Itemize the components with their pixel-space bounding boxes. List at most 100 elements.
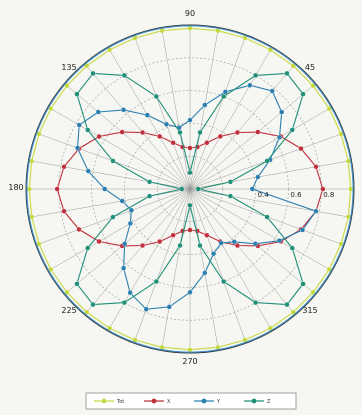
data-point-tot [310,289,316,295]
data-point-y [127,220,133,226]
grid-spoke [189,188,247,344]
data-point-z [90,302,96,308]
data-point-z [253,72,259,78]
grid-spoke [28,188,191,218]
grid-spoke [133,34,191,190]
data-point-tot [84,63,90,69]
grid-spoke [189,188,219,351]
legend-label-z: Z [267,399,271,405]
legend-marker-tot [101,398,107,404]
data-point-y [269,88,275,94]
data-point-x [76,226,82,232]
data-point-x [170,140,176,146]
data-point-z [195,186,201,192]
data-point-z [221,278,227,285]
data-point-tot [348,186,354,192]
grid-spoke [189,160,352,190]
grid-spoke [189,34,247,190]
data-point-x [187,227,193,233]
data-point-y [166,304,172,310]
data-point-z [85,127,91,133]
radial-tick-label: 0.8 [323,191,334,199]
data-point-y [76,122,82,128]
grid-spoke [189,63,296,190]
data-point-z [121,300,127,306]
data-point-tot [187,25,193,31]
data-point-y [255,174,261,180]
grid-spoke [47,188,191,272]
data-point-z [264,158,270,164]
data-point-tot [26,186,32,192]
grid-spoke [84,63,191,190]
angle-label-45: 45 [305,63,315,72]
data-point-y [279,109,285,115]
data-point-x [234,242,240,249]
data-point-z [90,70,96,76]
grid-spoke [161,188,191,351]
grid-spoke [189,46,273,190]
legend-box [85,392,297,410]
data-point-x [320,186,326,192]
data-point-x [140,242,146,249]
legend-marker-y [201,398,207,404]
grid-spoke [133,188,191,344]
grid-spoke [189,83,316,190]
angle-label-225: 225 [61,306,76,315]
legend-marker-z [251,398,257,404]
data-point-tot [290,309,296,315]
grid-spoke [64,83,191,190]
data-point-z [253,300,259,306]
data-point-tot [84,309,90,315]
data-point-z [187,170,193,176]
data-point-z [153,278,159,285]
data-point-x [140,129,146,136]
radial-tick-label: 0.4 [258,191,270,199]
data-point-y [276,134,283,140]
grid-spoke [84,188,191,315]
grid-spoke [189,188,352,218]
data-point-y [122,241,128,247]
data-point-z [289,245,295,251]
data-point-z [284,70,290,76]
data-point-x [204,232,210,238]
data-point-z [187,202,193,208]
data-point-tot [290,63,296,69]
grid-spoke [161,27,191,190]
data-point-x [217,133,223,139]
data-point-z [289,127,295,133]
data-point-y [121,265,127,271]
polar-grid [25,24,355,354]
data-point-y [95,109,101,115]
legend-label-x: X [167,399,171,405]
data-point-z [74,281,80,287]
data-point-z [197,129,203,136]
data-point-y [202,102,208,108]
data-point-x [157,133,163,139]
grid-spoke [189,188,316,295]
axis-labels: 45 90 135 180 225 270 315 0.4 0.6 0.8 [8,9,334,366]
grid-spoke [64,188,191,295]
data-point-x [313,164,319,170]
data-point-x [96,238,102,245]
data-point-z [147,193,153,199]
data-point-y [119,198,125,204]
data-point-x [61,208,67,214]
data-point-y [128,207,134,213]
data-point-y [218,240,224,246]
grid-spoke [107,46,191,190]
data-point-tot [64,289,70,295]
data-point-z [177,129,183,136]
data-point-tot [187,347,193,353]
data-point-z [300,281,306,287]
data-point-z [110,214,116,220]
data-point-z [227,179,233,185]
angle-label-135: 135 [61,63,76,72]
grid-spoke [189,188,273,332]
series-layer [26,25,354,353]
data-point-tot [310,83,316,89]
data-point-y [231,239,237,245]
data-point-z [300,91,306,97]
legend: Tot X Y Z [85,392,297,410]
data-point-y [247,82,253,88]
